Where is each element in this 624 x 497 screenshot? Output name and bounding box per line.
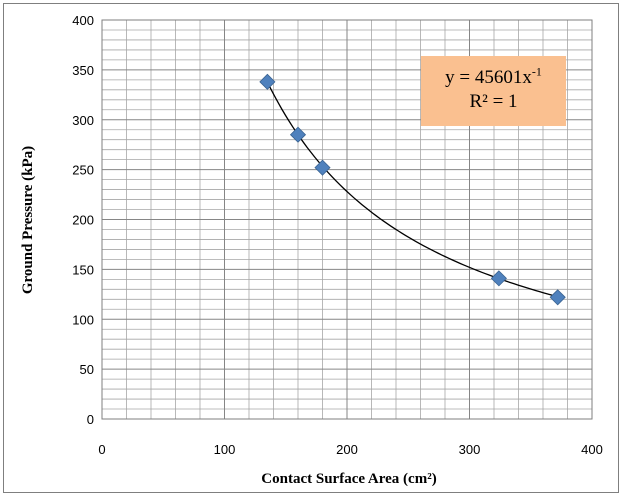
x-tick-label: 400	[581, 442, 603, 457]
x-tick-label: 0	[98, 442, 105, 457]
data-point	[259, 73, 276, 90]
data-point	[549, 289, 566, 306]
equation-prefix: y = 45601x	[445, 67, 532, 88]
y-tick-label: 50	[80, 362, 94, 377]
y-tick-label: 100	[72, 312, 94, 327]
equation-text: y = 45601x-1	[421, 66, 566, 90]
x-tick-label: 300	[459, 442, 481, 457]
plot-area	[101, 19, 593, 420]
data-point	[490, 270, 507, 287]
trendline-equation-box: y = 45601x-1 R² = 1	[421, 56, 566, 126]
y-tick-label: 200	[72, 213, 94, 228]
data-point	[314, 159, 331, 176]
y-tick-label: 300	[72, 113, 94, 128]
y-tick-label: 150	[72, 262, 94, 277]
y-axis-ticks: 0 50 100 150 200 250 300 350 400	[72, 13, 94, 427]
y-tick-label: 400	[72, 13, 94, 28]
x-axis-title: Contact Surface Area (cm²)	[261, 471, 436, 487]
y-axis-title: Ground Pressure (kPa)	[20, 146, 36, 294]
y-tick-label: 0	[87, 412, 94, 427]
chart-frame: 0 50 100 150 200 250 300 350 400 0 100 200 300 400 G…	[3, 3, 619, 493]
x-axis-ticks: 0 100 200 300 400	[98, 442, 602, 457]
x-tick-label: 200	[336, 442, 358, 457]
y-tick-label: 250	[72, 163, 94, 178]
trendline	[266, 81, 558, 298]
y-tick-label: 350	[72, 63, 94, 78]
r-squared-text: R² = 1	[469, 91, 518, 112]
equation-exponent: -1	[531, 64, 542, 79]
x-tick-label: 100	[214, 442, 236, 457]
data-point	[289, 126, 307, 143]
data-points	[259, 73, 566, 306]
